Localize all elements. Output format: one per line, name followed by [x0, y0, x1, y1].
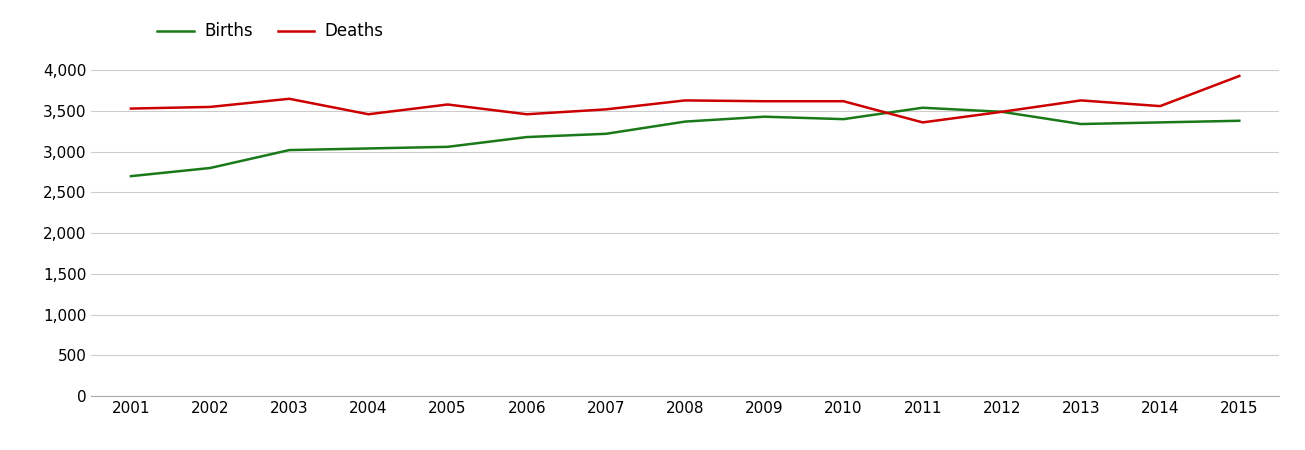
Deaths — [123, 106, 138, 111]
Births — [1232, 118, 1248, 123]
Deaths — [677, 98, 693, 103]
Deaths — [519, 112, 535, 117]
Births — [282, 148, 298, 153]
Deaths — [1232, 73, 1248, 79]
Deaths — [282, 96, 298, 102]
Births — [598, 131, 613, 136]
Deaths — [994, 109, 1010, 114]
Deaths — [360, 112, 376, 117]
Births — [202, 165, 218, 171]
Births — [757, 114, 773, 119]
Deaths — [440, 102, 455, 107]
Births — [1152, 120, 1168, 125]
Births — [440, 144, 455, 149]
Line: Births: Births — [130, 108, 1240, 176]
Deaths — [835, 99, 851, 104]
Deaths — [1152, 104, 1168, 109]
Births — [360, 146, 376, 151]
Births — [915, 105, 930, 110]
Line: Deaths: Deaths — [130, 76, 1240, 122]
Deaths — [202, 104, 218, 110]
Deaths — [757, 99, 773, 104]
Births — [677, 119, 693, 124]
Deaths — [598, 107, 613, 112]
Deaths — [1073, 98, 1088, 103]
Births — [835, 117, 851, 122]
Legend: Births, Deaths: Births, Deaths — [151, 16, 390, 47]
Births — [1073, 122, 1088, 127]
Births — [123, 173, 138, 179]
Deaths — [915, 120, 930, 125]
Births — [994, 109, 1010, 114]
Births — [519, 135, 535, 140]
